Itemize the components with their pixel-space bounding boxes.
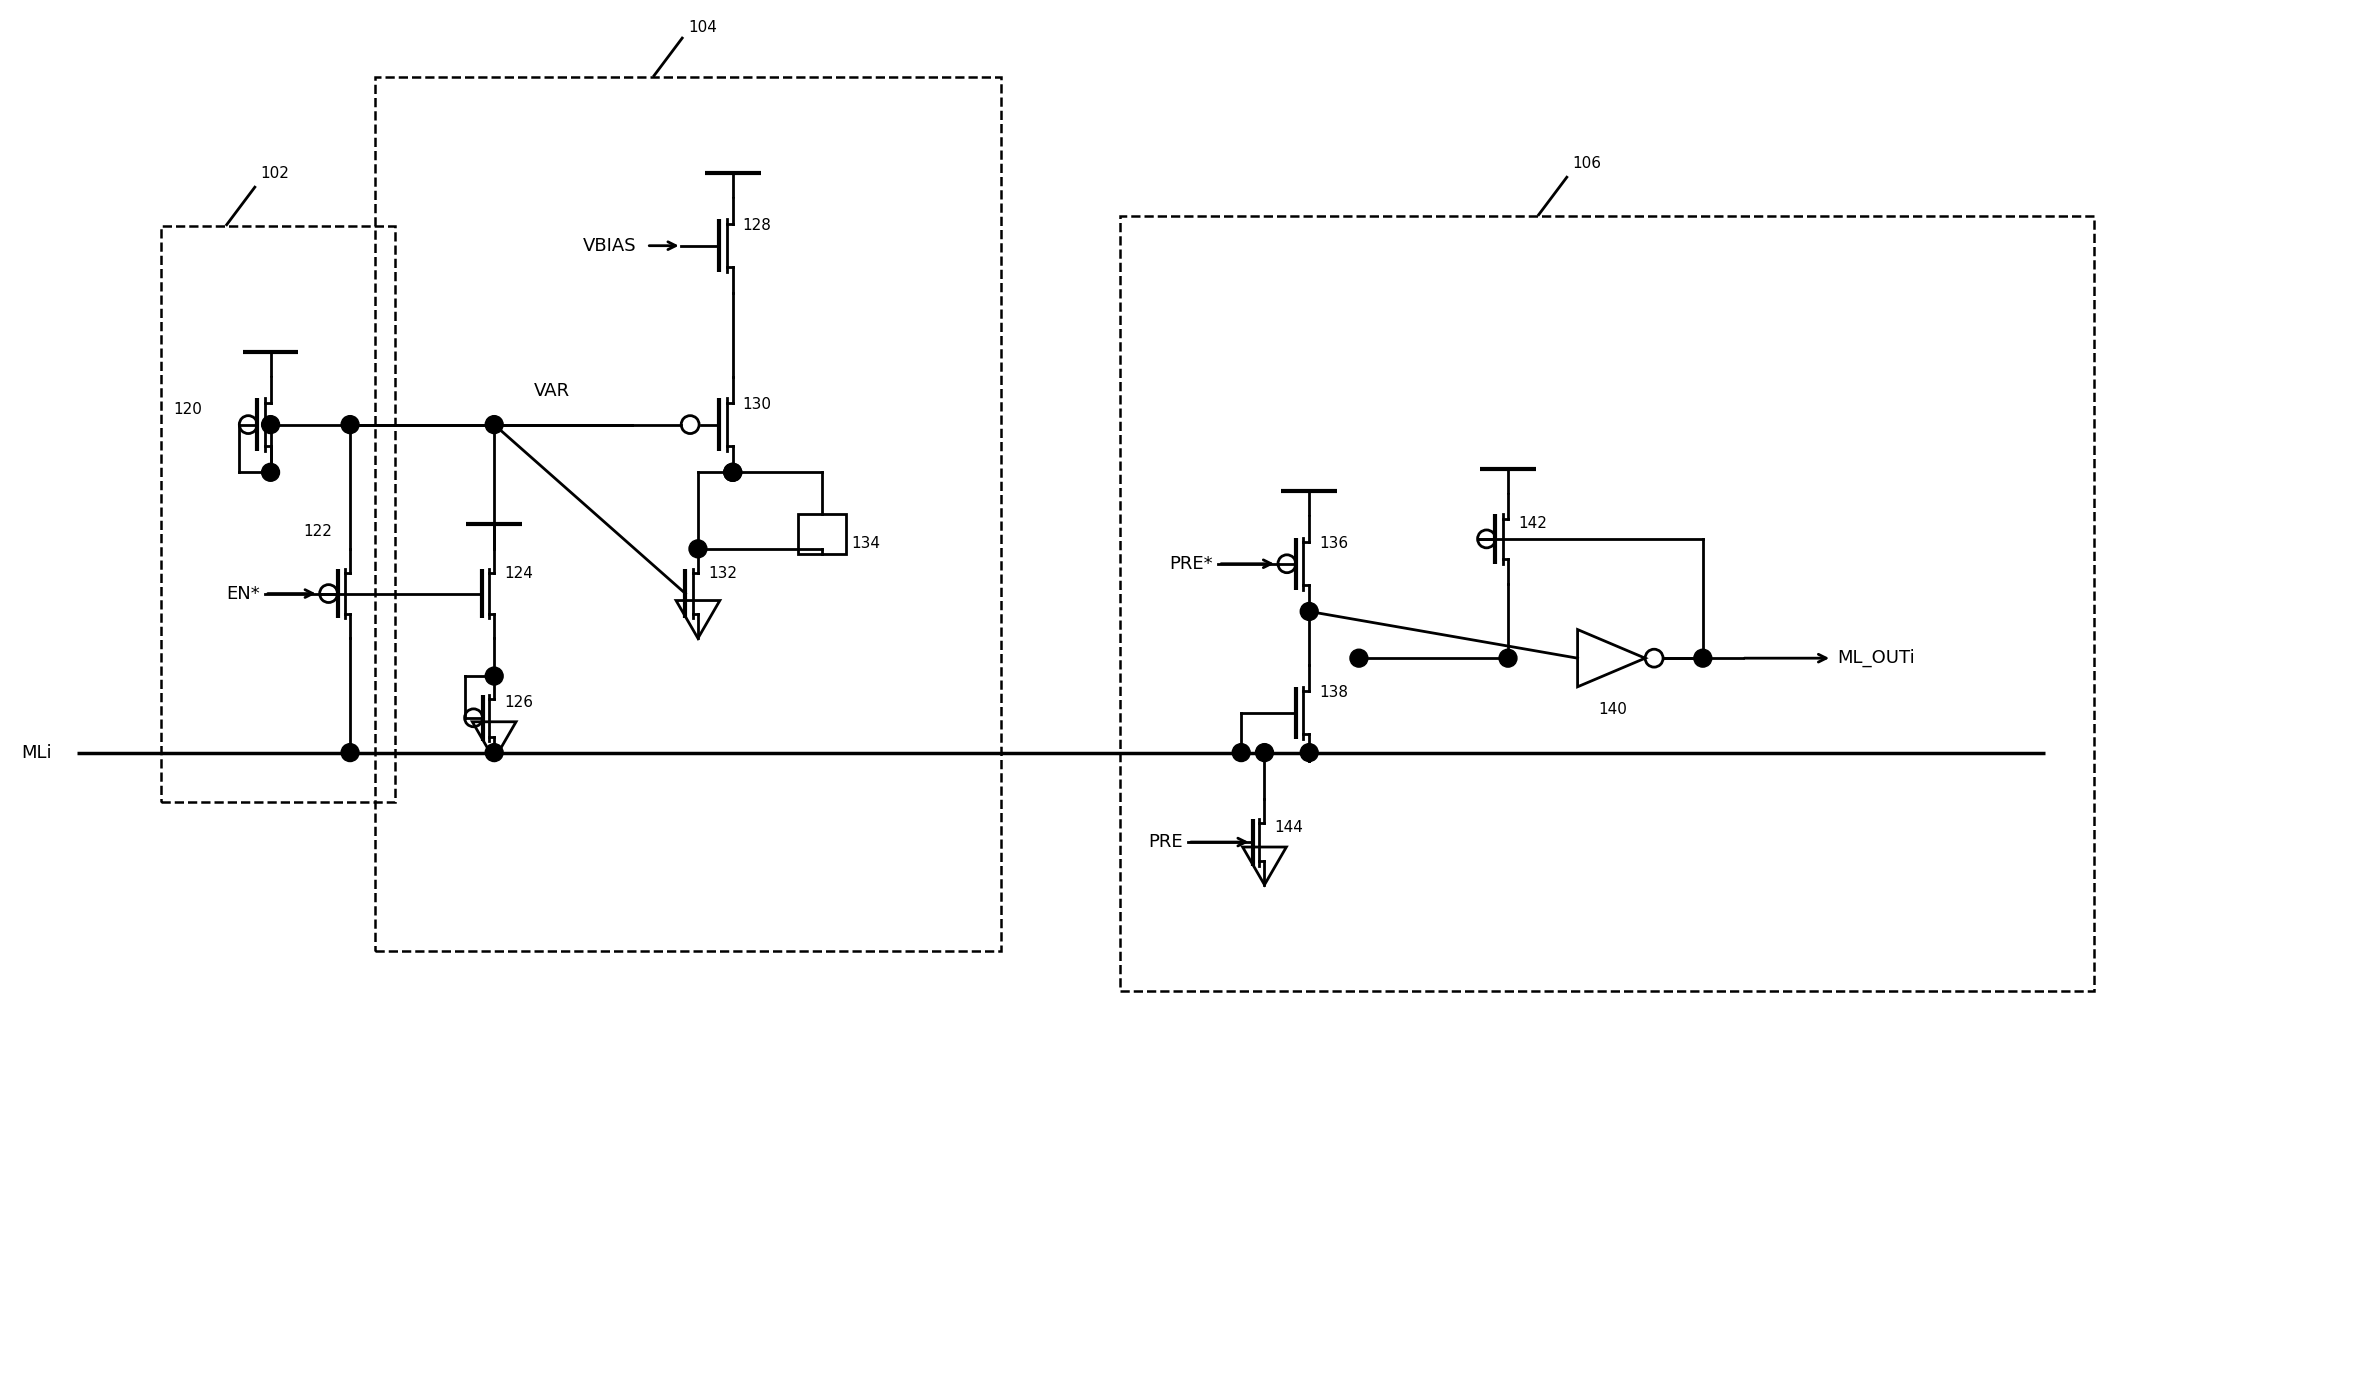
Circle shape (1299, 744, 1318, 762)
Circle shape (690, 540, 706, 557)
Text: 134: 134 (850, 537, 881, 552)
Bar (161, 225, 394, 802)
Circle shape (262, 463, 279, 482)
Text: ML_OUTi: ML_OUTi (1838, 649, 1916, 667)
Text: 138: 138 (1318, 685, 1349, 700)
Text: VAR: VAR (534, 382, 569, 400)
Text: 130: 130 (742, 397, 772, 412)
Circle shape (484, 416, 503, 434)
Circle shape (340, 744, 359, 762)
Text: EN*: EN* (227, 585, 260, 603)
Text: 104: 104 (687, 21, 718, 34)
Text: 140: 140 (1599, 702, 1627, 717)
Text: 144: 144 (1275, 820, 1304, 835)
Text: MLi: MLi (21, 744, 52, 762)
Circle shape (1233, 744, 1249, 762)
Text: 132: 132 (709, 566, 737, 581)
Circle shape (340, 416, 359, 434)
Text: PRE: PRE (1148, 833, 1183, 851)
Text: 102: 102 (260, 166, 291, 181)
Circle shape (1299, 603, 1318, 621)
Circle shape (723, 463, 742, 482)
Text: PRE*: PRE* (1169, 555, 1214, 573)
Text: 142: 142 (1519, 516, 1547, 531)
Text: 120: 120 (175, 402, 203, 417)
Circle shape (1257, 744, 1273, 762)
Text: 106: 106 (1573, 157, 1601, 172)
Circle shape (484, 744, 503, 762)
Text: 124: 124 (503, 566, 534, 581)
Bar (798, 514, 846, 553)
Text: 122: 122 (305, 524, 333, 538)
Bar (1120, 216, 2095, 991)
Circle shape (484, 667, 503, 685)
Text: VBIAS: VBIAS (583, 236, 635, 255)
Circle shape (262, 416, 279, 434)
Text: 126: 126 (503, 695, 534, 710)
Circle shape (1351, 649, 1368, 667)
Bar (376, 77, 1001, 951)
Text: 136: 136 (1318, 537, 1349, 552)
Circle shape (723, 463, 742, 482)
Circle shape (1500, 649, 1516, 667)
Circle shape (1694, 649, 1712, 667)
Text: 128: 128 (742, 218, 772, 233)
